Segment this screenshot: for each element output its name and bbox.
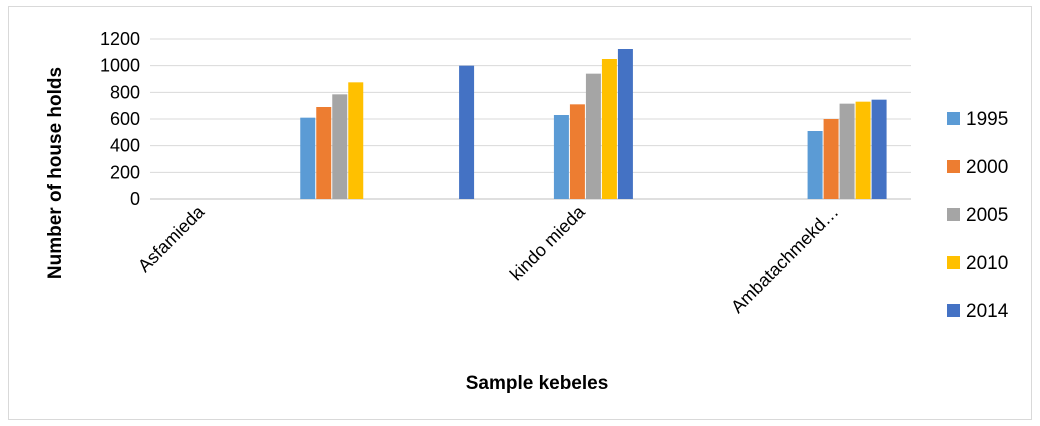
gridlines [150,38,911,200]
x-category-label: Asfamieda [134,201,209,276]
bar-2000-slot-3 [569,104,585,199]
bar-1995-slot-1 [300,117,316,199]
legend-swatch-2000 [947,160,960,173]
bar-2000-slot-5 [823,119,839,199]
y-tick-label: 800 [110,82,140,102]
chart-frame: 0 200 400 600 800 1000 1200 Asfamieda kindo mie… [8,6,1032,420]
y-tick-label: 200 [110,162,140,182]
legend-label-2000: 2000 [966,157,1008,178]
legend-label-2014: 2014 [966,301,1009,322]
bar-1995-slot-3 [553,115,569,199]
bar-2010-slot-3 [601,59,617,199]
legend-swatch-2005 [947,208,960,221]
y-tick-label: 0 [130,189,140,209]
bar-2000-slot-1 [316,107,332,199]
legend-swatch-2014 [947,304,960,317]
bar-1995-slot-5 [807,131,823,199]
y-tick-label: 400 [110,136,140,156]
y-tick-labels: 0 200 400 600 800 1000 1200 [100,29,140,209]
bar-2010-slot-5 [855,101,871,199]
legend-label-1995: 1995 [966,109,1008,130]
legend-label-2010: 2010 [966,253,1008,274]
bar-2010-slot-1 [348,82,364,199]
bar-2014-slot-5 [871,99,887,199]
y-axis-title: Number of house holds [45,67,66,279]
x-category-label: kindo mieda [506,201,589,284]
x-category-label: Ambatachmekd… [727,202,842,317]
bars [300,49,887,199]
y-tick-label: 1000 [100,56,140,76]
x-axis-title: Sample kebeles [466,373,609,394]
bar-2005-slot-3 [585,73,601,199]
legend-label-2005: 2005 [966,205,1008,226]
bar-chart: 0 200 400 600 800 1000 1200 Asfamieda kindo mie… [45,29,1009,394]
legend-swatch-1995 [947,112,960,125]
bar-2005-slot-5 [839,103,855,199]
bar-2005-slot-1 [332,94,348,199]
y-tick-label: 600 [110,109,140,129]
legend-swatch-2010 [947,256,960,269]
bar-2014-slot-3 [617,49,633,199]
y-tick-label: 1200 [100,29,140,49]
x-category-labels: Asfamieda kindo mieda Ambatachmekd… [134,201,842,317]
legend: 1995 2000 2005 2010 2014 [947,109,1009,322]
bar-2014-slot-2 [459,65,475,199]
